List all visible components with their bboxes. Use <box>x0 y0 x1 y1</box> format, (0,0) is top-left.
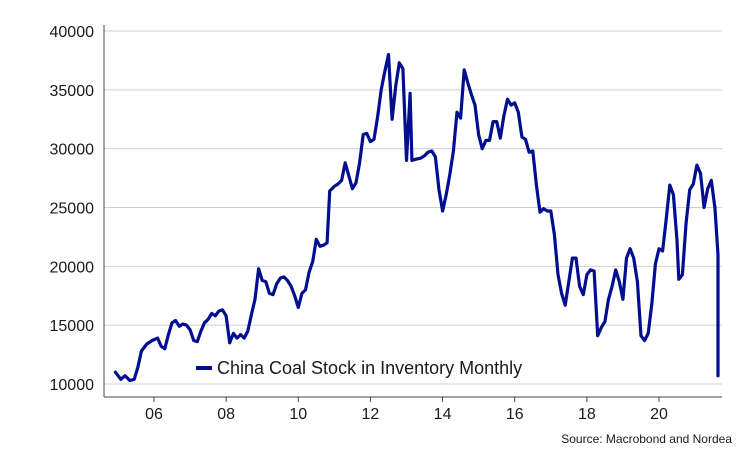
x-tick-label: 06 <box>145 406 163 423</box>
y-tick-label: 30000 <box>50 142 95 159</box>
y-tick-label: 25000 <box>50 201 95 218</box>
series-group <box>113 52 720 383</box>
x-tick-label: 20 <box>650 406 668 423</box>
legend: China Coal Stock in Inventory Monthly <box>196 358 522 378</box>
y-tick-label: 10000 <box>50 377 95 394</box>
series-line-0 <box>113 52 720 383</box>
x-tick-label: 10 <box>289 406 307 423</box>
y-axis-ticks: 10000 15000 20000 25000 30000 35000 40000 <box>50 24 95 394</box>
x-tick-label: 18 <box>578 406 596 423</box>
y-tick-label: 40000 <box>50 24 95 41</box>
legend-label: China Coal Stock in Inventory Monthly <box>217 358 522 378</box>
source-note: Source: Macrobond and Nordea <box>561 432 732 446</box>
x-tick-label: 08 <box>217 406 235 423</box>
x-tick-label: 16 <box>506 406 524 423</box>
y-tick-label: 15000 <box>50 318 95 335</box>
x-tick-label: 12 <box>362 406 380 423</box>
y-tick-label: 35000 <box>50 83 95 100</box>
y-tick-label: 20000 <box>50 259 95 276</box>
x-tick-label: 14 <box>434 406 452 423</box>
plot-frame <box>103 25 722 398</box>
x-axis-ticks: 06 08 10 12 14 16 18 20 <box>145 397 668 423</box>
gridlines <box>104 30 722 385</box>
